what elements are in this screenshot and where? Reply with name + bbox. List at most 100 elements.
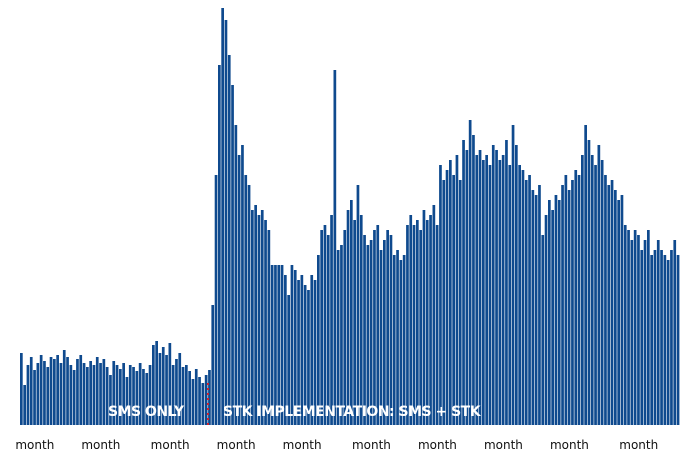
bar [26, 365, 30, 425]
bar [227, 55, 231, 425]
bar [383, 240, 386, 425]
bar [366, 245, 370, 425]
bar [663, 255, 667, 425]
bar [20, 353, 23, 425]
bar [363, 235, 366, 425]
bar [488, 165, 492, 425]
bar [627, 230, 630, 425]
bar [234, 125, 238, 425]
bar [267, 230, 271, 425]
x-tick-label: month [15, 438, 54, 451]
bar [577, 175, 581, 425]
bar [452, 175, 455, 425]
bar [158, 353, 162, 425]
bar [630, 240, 634, 425]
bar [138, 363, 142, 425]
bar [386, 230, 389, 425]
bar [581, 155, 584, 425]
bar [515, 145, 518, 425]
bar [541, 235, 545, 425]
bar [43, 361, 46, 425]
bar [402, 255, 406, 425]
bar [432, 205, 436, 425]
bar [528, 175, 531, 425]
bar [343, 230, 347, 425]
bar [356, 185, 360, 425]
bar [587, 140, 591, 425]
bar [617, 200, 620, 425]
bar [340, 245, 343, 425]
bar [396, 250, 399, 425]
bar [462, 140, 465, 425]
bar [399, 260, 403, 425]
bar [412, 225, 416, 425]
bar [287, 295, 290, 425]
bar [69, 365, 73, 425]
bar [336, 250, 340, 425]
bar [284, 275, 287, 425]
bar [548, 200, 551, 425]
bar [79, 355, 83, 425]
bar [511, 125, 515, 425]
bar [623, 225, 627, 425]
bar [191, 379, 195, 425]
bar [181, 367, 185, 425]
bar [241, 145, 244, 425]
bar [300, 275, 304, 425]
bar [369, 240, 373, 425]
bar [208, 370, 211, 425]
bar [633, 230, 637, 425]
bar [419, 230, 422, 425]
bar [442, 180, 446, 425]
bar [485, 155, 488, 425]
bar [676, 255, 680, 425]
bar [303, 285, 307, 425]
bar [274, 265, 277, 425]
bar [178, 353, 182, 425]
bar [102, 359, 106, 425]
bar [567, 190, 571, 425]
bar [544, 215, 548, 425]
bar [422, 210, 426, 425]
bar [379, 250, 383, 425]
bar [416, 220, 419, 425]
x-tick-label: month [550, 438, 589, 451]
bar [86, 367, 89, 425]
bar [666, 260, 670, 425]
bar [290, 265, 294, 425]
x-tick-label: month [217, 438, 256, 451]
bar [458, 180, 462, 425]
bar [429, 215, 432, 425]
bar [524, 180, 528, 425]
bar [254, 205, 257, 425]
bar [76, 359, 79, 425]
bar [323, 225, 327, 425]
bar [36, 363, 40, 425]
bar [465, 150, 469, 425]
bar [168, 343, 172, 425]
bar [584, 125, 587, 425]
x-tick-label: month [352, 438, 391, 451]
bar [237, 155, 241, 425]
bar [449, 160, 452, 425]
bar [604, 175, 607, 425]
bar [425, 220, 429, 425]
bar [656, 240, 660, 425]
bar [161, 347, 165, 425]
bar [125, 377, 129, 425]
bar [260, 210, 264, 425]
bar [95, 357, 99, 425]
bar [231, 85, 234, 425]
bar [23, 385, 26, 425]
bar [350, 200, 353, 425]
bar [607, 185, 611, 425]
bar [293, 270, 297, 425]
bar [643, 240, 647, 425]
bar [406, 225, 409, 425]
bar [359, 215, 363, 425]
bar [99, 363, 102, 425]
bar [650, 255, 653, 425]
bar [551, 210, 554, 425]
x-tick-label: month [484, 438, 523, 451]
bar [128, 365, 132, 425]
